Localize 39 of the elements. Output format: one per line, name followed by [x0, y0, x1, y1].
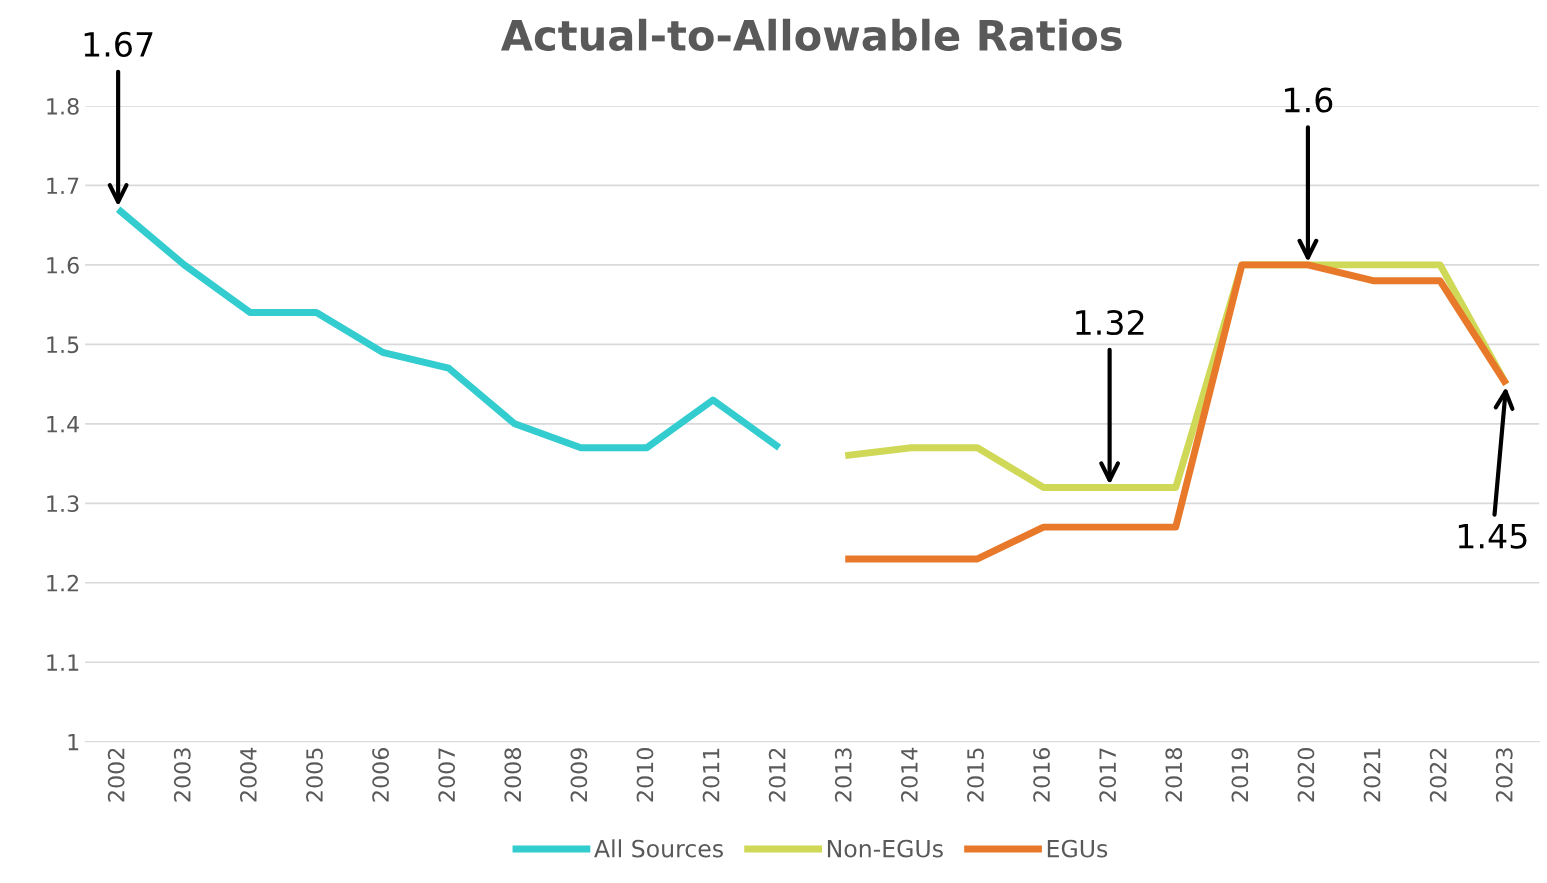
- x-tick-label: 2017: [1099, 748, 1117, 802]
- y-tick-label: 1.3: [47, 495, 79, 513]
- y-tick-label: 1.8: [47, 97, 79, 115]
- x-tick-label: 2009: [570, 748, 588, 802]
- legend-label: Non-EGUs: [827, 839, 943, 858]
- x-tick-label: 2004: [239, 747, 257, 802]
- x-tick-label: 2022: [1429, 748, 1447, 802]
- x-tick-label: 2016: [1033, 747, 1050, 802]
- annotation: 1.6: [1285, 87, 1333, 113]
- x-tick-label: 2007: [438, 748, 456, 802]
- x-tick-label: 2010: [636, 748, 654, 802]
- legend-label: EGUs: [1047, 839, 1108, 858]
- annotation: 1.45: [1458, 524, 1527, 549]
- y-tick-label: 1.5: [47, 336, 79, 354]
- x-tick-label: 2002: [107, 748, 125, 802]
- y-tick-label: 1.6: [47, 256, 79, 274]
- chart-title: Actual-to-Allowable Ratios: [500, 18, 1122, 51]
- x-tick-label: 2014: [900, 747, 918, 802]
- x-tick-label: 2020: [1297, 748, 1315, 802]
- x-tick-label: 2003: [173, 748, 191, 802]
- x-tick-label: 2023: [1495, 748, 1513, 802]
- y-tick-label: 1.1: [47, 654, 79, 671]
- legend-label: All Sources: [594, 839, 723, 858]
- y-tick-label: 1.4: [47, 416, 79, 433]
- x-tick-label: 2013: [834, 748, 852, 802]
- x-tick-label: 2011: [702, 748, 720, 802]
- annotation: 1.32: [1076, 309, 1144, 336]
- x-tick-label: 2015: [967, 748, 984, 802]
- y-tick-label: 1: [68, 733, 79, 751]
- x-tick-label: 2012: [768, 748, 786, 802]
- x-tick-label: 2006: [372, 747, 389, 802]
- y-tick-label: 1.2: [47, 574, 78, 592]
- x-tick-label: 2021: [1363, 748, 1381, 802]
- x-tick-label: 2018: [1165, 748, 1183, 802]
- x-tick-label: 2008: [504, 748, 522, 802]
- x-tick-label: 2005: [306, 748, 323, 802]
- annotation: 1.67: [84, 31, 153, 57]
- x-tick-label: 2019: [1231, 748, 1249, 802]
- y-tick-label: 1.7: [47, 177, 79, 194]
